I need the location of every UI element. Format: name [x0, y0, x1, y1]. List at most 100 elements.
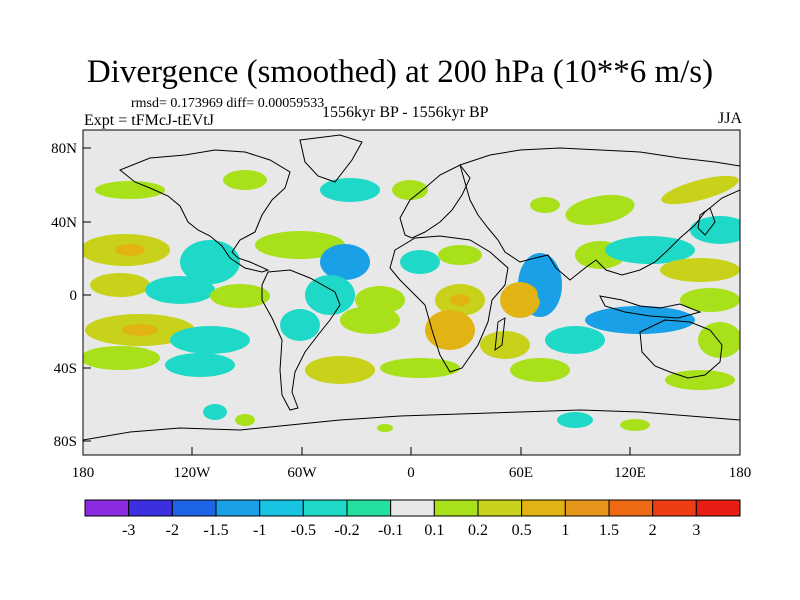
divergence-contour-pos-weak [83, 346, 160, 370]
divergence-contour-pos-weak [210, 284, 270, 308]
coast-australia [639, 319, 723, 379]
divergence-contour-neg-mid [545, 326, 605, 354]
divergence-contour-pos-weak [340, 306, 400, 334]
colorbar-swatch [128, 499, 173, 517]
divergence-contour-pos-weak [665, 370, 735, 390]
colorbar-swatch [171, 499, 217, 517]
colorbar-swatch [695, 499, 741, 517]
divergence-contour-neg-mid [305, 275, 355, 315]
divergence-contour-pos-weak [698, 322, 740, 358]
lon-label: 120E [614, 465, 646, 481]
divergence-core-pos-strong [115, 244, 145, 256]
colorbar-swatch [433, 499, 479, 517]
colorbar-swatch [608, 499, 654, 517]
divergence-core-neg-strong [620, 315, 660, 325]
colorbar-label: -2 [166, 522, 179, 539]
divergence-contour-pos-weak [95, 181, 165, 199]
divergence-contour-pos-mid [305, 356, 375, 384]
divergence-contour-pos-weak [392, 180, 428, 200]
lat-label: 40S [54, 361, 77, 377]
lon-label: 180 [72, 465, 95, 481]
colorbar: -3 -2 -1.5 -1 -0.5 -0.2 -0.1 0.1 0.2 0.5 1 1.5 2 3 [84, 499, 741, 539]
divergence-contour-pos-weak [510, 358, 570, 382]
colorbar-swatch [302, 499, 348, 517]
coast-africa [389, 235, 509, 373]
divergence-contour-pos-mid [90, 273, 150, 297]
coast-greenland [299, 134, 363, 183]
colorbar-label: 2 [649, 522, 657, 539]
season-label: JJA [717, 110, 742, 127]
coast-japan [697, 207, 716, 236]
divergence-core-neg-strong [335, 256, 355, 268]
divergence-contour-neg-mid [557, 412, 593, 428]
lat-label: 80N [51, 141, 77, 157]
divergence-contour-neg-mid [400, 250, 440, 274]
colorbar-swatch [84, 499, 130, 517]
coast-south-america [261, 269, 341, 411]
divergence-core-neg-strong [537, 276, 553, 304]
divergence-contour-pos-weak [223, 170, 267, 190]
colorbar-label: 3 [692, 522, 700, 539]
divergence-contour-neg-mid [165, 353, 235, 377]
divergence-contour-pos-weak [438, 245, 482, 265]
coast-north-america [119, 149, 291, 273]
colorbar-label: -0.1 [378, 522, 403, 539]
divergence-contour-pos-weak [620, 419, 650, 431]
divergence-contour-pos-strong [425, 310, 475, 350]
colorbar-swatch [652, 499, 697, 517]
divergence-contour-pos-weak [680, 288, 740, 312]
colorbar-label: -3 [122, 522, 135, 539]
lat-label: 0 [70, 288, 78, 304]
colorbar-label: 1 [561, 522, 569, 539]
divergence-contour-neg-mid [203, 404, 227, 420]
colorbar-swatch [564, 499, 610, 517]
colorbar-swatch [521, 499, 566, 517]
colorbar-swatch [477, 499, 523, 517]
divergence-contour-neg-mid [280, 309, 320, 341]
colorbar-label: 1.5 [599, 522, 619, 539]
colorbar-label: -0.5 [291, 522, 316, 539]
tick-marks [82, 147, 741, 455]
divergence-contour-pos-weak [235, 414, 255, 426]
colorbar-label: 0.2 [468, 522, 488, 539]
coast-europe [399, 164, 471, 239]
divergence-contour-pos-weak [377, 424, 393, 432]
divergence-contour-pos-weak [530, 197, 560, 213]
experiment-label: Expt = tFMcJ-tEVtJ [84, 112, 214, 129]
divergence-contour-neg-mid [170, 326, 250, 354]
divergence-field [83, 170, 740, 432]
lat-label: 40N [51, 215, 77, 231]
divergence-contour-pos-mid [661, 175, 739, 205]
divergence-contour-neg-mid [145, 276, 215, 304]
colorbar-label: 0.5 [512, 522, 532, 539]
coastlines [83, 134, 740, 441]
lon-label: 60E [509, 465, 533, 481]
coast-madagascar [494, 317, 506, 352]
divergence-contour-pos-weak [565, 194, 635, 226]
divergence-contour-pos-weak [255, 231, 345, 259]
colorbar-label: -1.5 [203, 522, 228, 539]
lat-label: 80S [54, 434, 77, 450]
plot-title: Divergence (smoothed) at 200 hPa (10**6 … [86, 54, 714, 90]
stats-text: rmsd= 0.173969 diff= 0.00059533 [131, 96, 325, 111]
divergence-contour-neg-mid [605, 236, 695, 264]
divergence-core-pos-strong [122, 324, 158, 336]
divergence-core-pos-strong [450, 294, 470, 306]
divergence-contour-pos-weak [380, 358, 460, 378]
divergence-contour-pos-mid [660, 258, 740, 282]
colorbar-swatch [215, 499, 261, 517]
divergence-contour-pos-strong [500, 282, 540, 318]
colorbar-swatch [390, 499, 435, 517]
lon-label: 120W [174, 465, 212, 481]
coast-asia [459, 147, 740, 281]
colorbar-swatch [259, 499, 304, 517]
colorbar-swatch [346, 499, 392, 517]
divergence-contour-pos-mid [480, 331, 530, 359]
divergence-contour-neg-mid [320, 178, 380, 202]
lon-label: 180 [729, 465, 752, 481]
lon-label: 60W [287, 465, 317, 481]
period-label: 1556kyr BP - 1556kyr BP [322, 104, 489, 121]
colorbar-label: -0.2 [334, 522, 359, 539]
colorbar-label: 0.1 [424, 522, 444, 539]
